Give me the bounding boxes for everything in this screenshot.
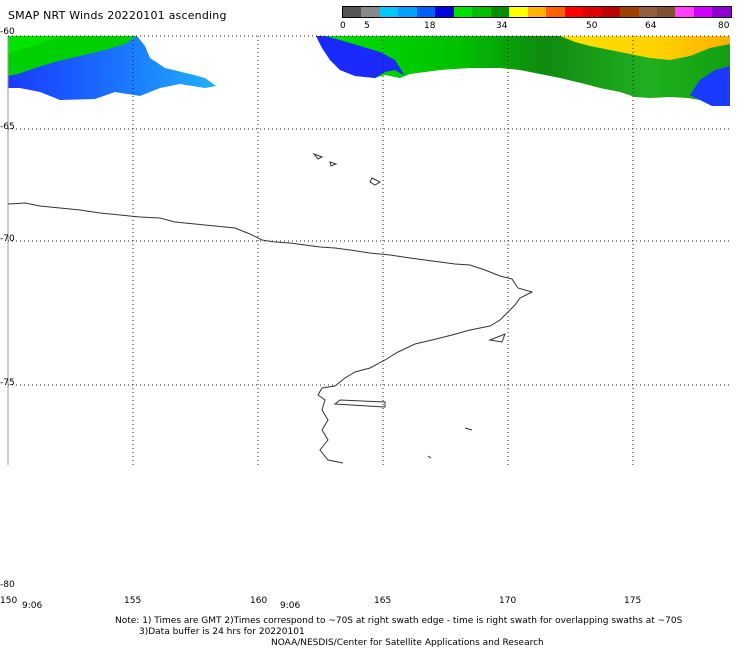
colorbar-swatch [564,7,584,17]
right-wind-swath [316,36,730,106]
colorbar-swatch [638,7,657,17]
colorbar-swatch [435,7,454,17]
colorbar-label-5: 5 [364,21,370,31]
colorbar-swatch [490,7,510,17]
lon-label-170: 170 [499,596,517,606]
colorbar-label-80: 80 [718,21,730,31]
lat-label-75: -75 [0,378,15,388]
colorbar-swatch [343,7,362,17]
colorbar-swatch [509,7,528,17]
colorbar-swatch [583,7,602,17]
colorbar-label-64: 64 [645,21,657,31]
lat-label-80: -80 [0,580,15,590]
lat-label-65: -65 [0,122,15,132]
colorbar-swatch [675,7,694,17]
swath-time-label-right: 9:06 [280,601,301,611]
lat-label-70: -70 [0,234,15,244]
lon-label-175: 175 [624,596,642,606]
lon-label-150: 150 [0,596,18,606]
lon-label-165: 165 [374,596,392,606]
colorbar-swatch [416,7,436,17]
lon-label-155: 155 [124,596,142,606]
colorbar-swatch [620,7,639,17]
footnote-line-3: NOAA/NESDIS/Center for Satellite Applica… [271,638,544,648]
colorbar-swatch [601,7,621,17]
colorbar-swatch [693,7,713,17]
colorbar-label-50: 50 [586,21,598,31]
colorbar-swatch [712,7,731,17]
graticule [8,35,730,465]
wind-speed-colorbar [342,6,732,18]
colorbar-label-18: 18 [424,21,436,31]
lon-label-160: 160 [250,596,268,606]
colorbar-label-34: 34 [496,21,508,31]
colorbar-label-0: 0 [340,21,346,31]
colorbar-swatch [472,7,491,17]
colorbar-swatch [453,7,473,17]
coastline [7,152,534,464]
left-wind-swath [8,36,216,100]
lat-label-60: -60 [0,27,15,37]
colorbar-swatch [361,7,380,17]
map-title: SMAP NRT Winds 20220101 ascending [8,9,227,22]
footnote-line-2: 3)Data buffer is 24 hrs for 20220101 [139,627,305,637]
footnote-line-1: Note: 1) Times are GMT 2)Times correspon… [115,616,683,626]
colorbar-swatch [379,7,399,17]
colorbar-swatch [398,7,417,17]
swath-time-label-left: 9:06 [22,601,43,611]
colorbar-swatch [656,7,676,17]
colorbar-swatch [546,7,565,17]
colorbar-swatch [527,7,547,17]
